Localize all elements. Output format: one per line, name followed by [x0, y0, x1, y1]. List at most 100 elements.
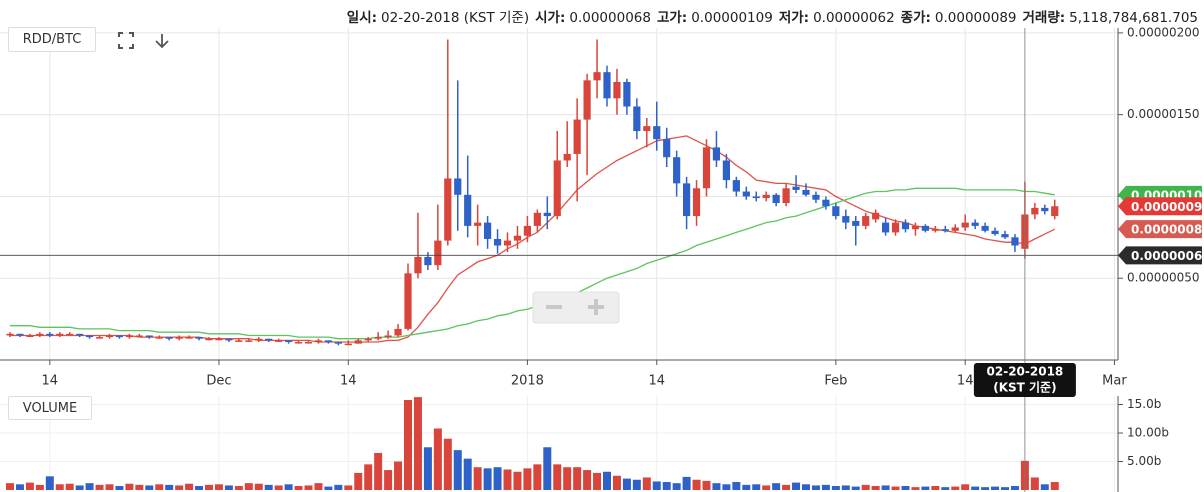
candle-body — [484, 222, 492, 239]
volume-bar — [75, 485, 84, 490]
candle-body — [404, 273, 412, 329]
candle-body — [46, 333, 54, 336]
zoom-out[interactable] — [546, 305, 562, 309]
volume-bar — [672, 483, 681, 490]
candle-body — [185, 337, 193, 339]
volume-bar — [841, 485, 850, 490]
candle-body — [563, 153, 571, 161]
volume-bar — [284, 484, 293, 490]
volume-bar — [175, 485, 184, 490]
candle-body — [454, 178, 462, 195]
fullscreen-icon[interactable] — [118, 32, 134, 49]
y-tick-label: 5.00b — [1127, 454, 1161, 468]
candle-body — [314, 340, 323, 343]
crosshair-date-box — [973, 363, 1076, 397]
info-label: 거래량: — [1022, 10, 1066, 26]
volume-bar — [712, 483, 721, 490]
info-value: 0.00000062 — [813, 10, 895, 26]
candle-body — [921, 225, 929, 231]
volume-bar — [205, 484, 213, 490]
volume-bar — [622, 478, 631, 490]
volume-bar — [384, 470, 393, 490]
x-tick-label: Mar — [1102, 374, 1127, 389]
volume-bar — [304, 485, 313, 490]
candle-body — [533, 212, 541, 226]
candle-body — [663, 139, 671, 158]
volume-bar — [583, 470, 592, 490]
candle-body — [623, 81, 631, 107]
candle-body — [115, 335, 124, 338]
info-value: 0.00000068 — [569, 10, 651, 26]
volume-bar — [324, 486, 333, 490]
candle-body — [245, 340, 253, 342]
candle-body — [125, 335, 133, 338]
volume-bar — [85, 483, 94, 490]
candle-body — [752, 196, 760, 199]
candle-body — [633, 106, 641, 132]
candle-body — [503, 240, 512, 246]
volume-bar — [553, 464, 562, 490]
candle-body — [951, 227, 959, 231]
x-tick-label: Feb — [824, 374, 847, 389]
volume-bar — [314, 483, 323, 490]
candle-body — [135, 335, 143, 337]
volume-bar — [742, 484, 751, 490]
volume-bar — [802, 484, 810, 490]
volume-bar — [115, 486, 124, 490]
volume-bar — [861, 484, 870, 490]
candle-body — [493, 238, 502, 246]
volume-bar — [55, 484, 64, 490]
candle-body — [434, 240, 442, 266]
volume-bar — [961, 484, 970, 490]
volume-bar — [294, 486, 303, 490]
candle-body — [991, 230, 999, 235]
candle-body — [673, 157, 681, 184]
volume-bar — [453, 450, 462, 490]
candle-body — [414, 256, 422, 274]
candle-body — [842, 216, 850, 223]
info-label: 시가: — [535, 10, 566, 26]
info-item: 저가: 0.00000062 — [779, 6, 895, 26]
info-value: 0.00000109 — [691, 10, 773, 26]
candle-body — [692, 188, 701, 217]
volume-bar — [1010, 486, 1019, 490]
candle-body — [66, 333, 74, 336]
volume-bar — [165, 484, 174, 490]
candle-body — [683, 183, 691, 217]
candle-body — [762, 194, 770, 199]
volume-bar — [692, 479, 701, 490]
volume-bar — [911, 487, 920, 490]
candle-body — [911, 225, 920, 230]
volume-bar — [603, 471, 611, 490]
candle-body — [86, 335, 94, 338]
volume-bar — [971, 486, 980, 490]
symbol-button[interactable]: RDD/BTC — [8, 27, 96, 52]
volume-bar — [762, 485, 771, 490]
zoom-box — [532, 291, 620, 324]
info-item: 종가: 0.00000089 — [901, 6, 1017, 26]
candle-body — [553, 160, 561, 217]
volume-bar — [941, 487, 950, 490]
volume-bar — [732, 482, 741, 490]
download-icon[interactable] — [155, 34, 169, 49]
y-tick-label: 0.00000050 — [1127, 271, 1200, 285]
zoom-controls — [532, 291, 620, 324]
volume-bar — [35, 484, 44, 490]
y-tick-label: 0.00000200 — [1127, 25, 1200, 39]
info-value: 02-20-2018 (KST 기준) — [381, 10, 530, 26]
volume-bar — [423, 447, 432, 490]
candle-body — [931, 229, 939, 231]
volume-bar — [513, 471, 522, 490]
candle-body — [464, 194, 472, 226]
volume-bar — [125, 483, 134, 490]
candle-body — [712, 147, 721, 161]
candle-body — [872, 212, 880, 220]
info-label: 종가: — [900, 10, 931, 26]
volume-bar — [991, 486, 1000, 490]
volume-bar — [811, 485, 820, 490]
info-label: 고가: — [656, 10, 688, 26]
toolbar-icons — [118, 32, 169, 49]
volume-bar — [344, 485, 353, 490]
volume-bar — [334, 484, 343, 490]
price-tag — [1118, 197, 1202, 216]
